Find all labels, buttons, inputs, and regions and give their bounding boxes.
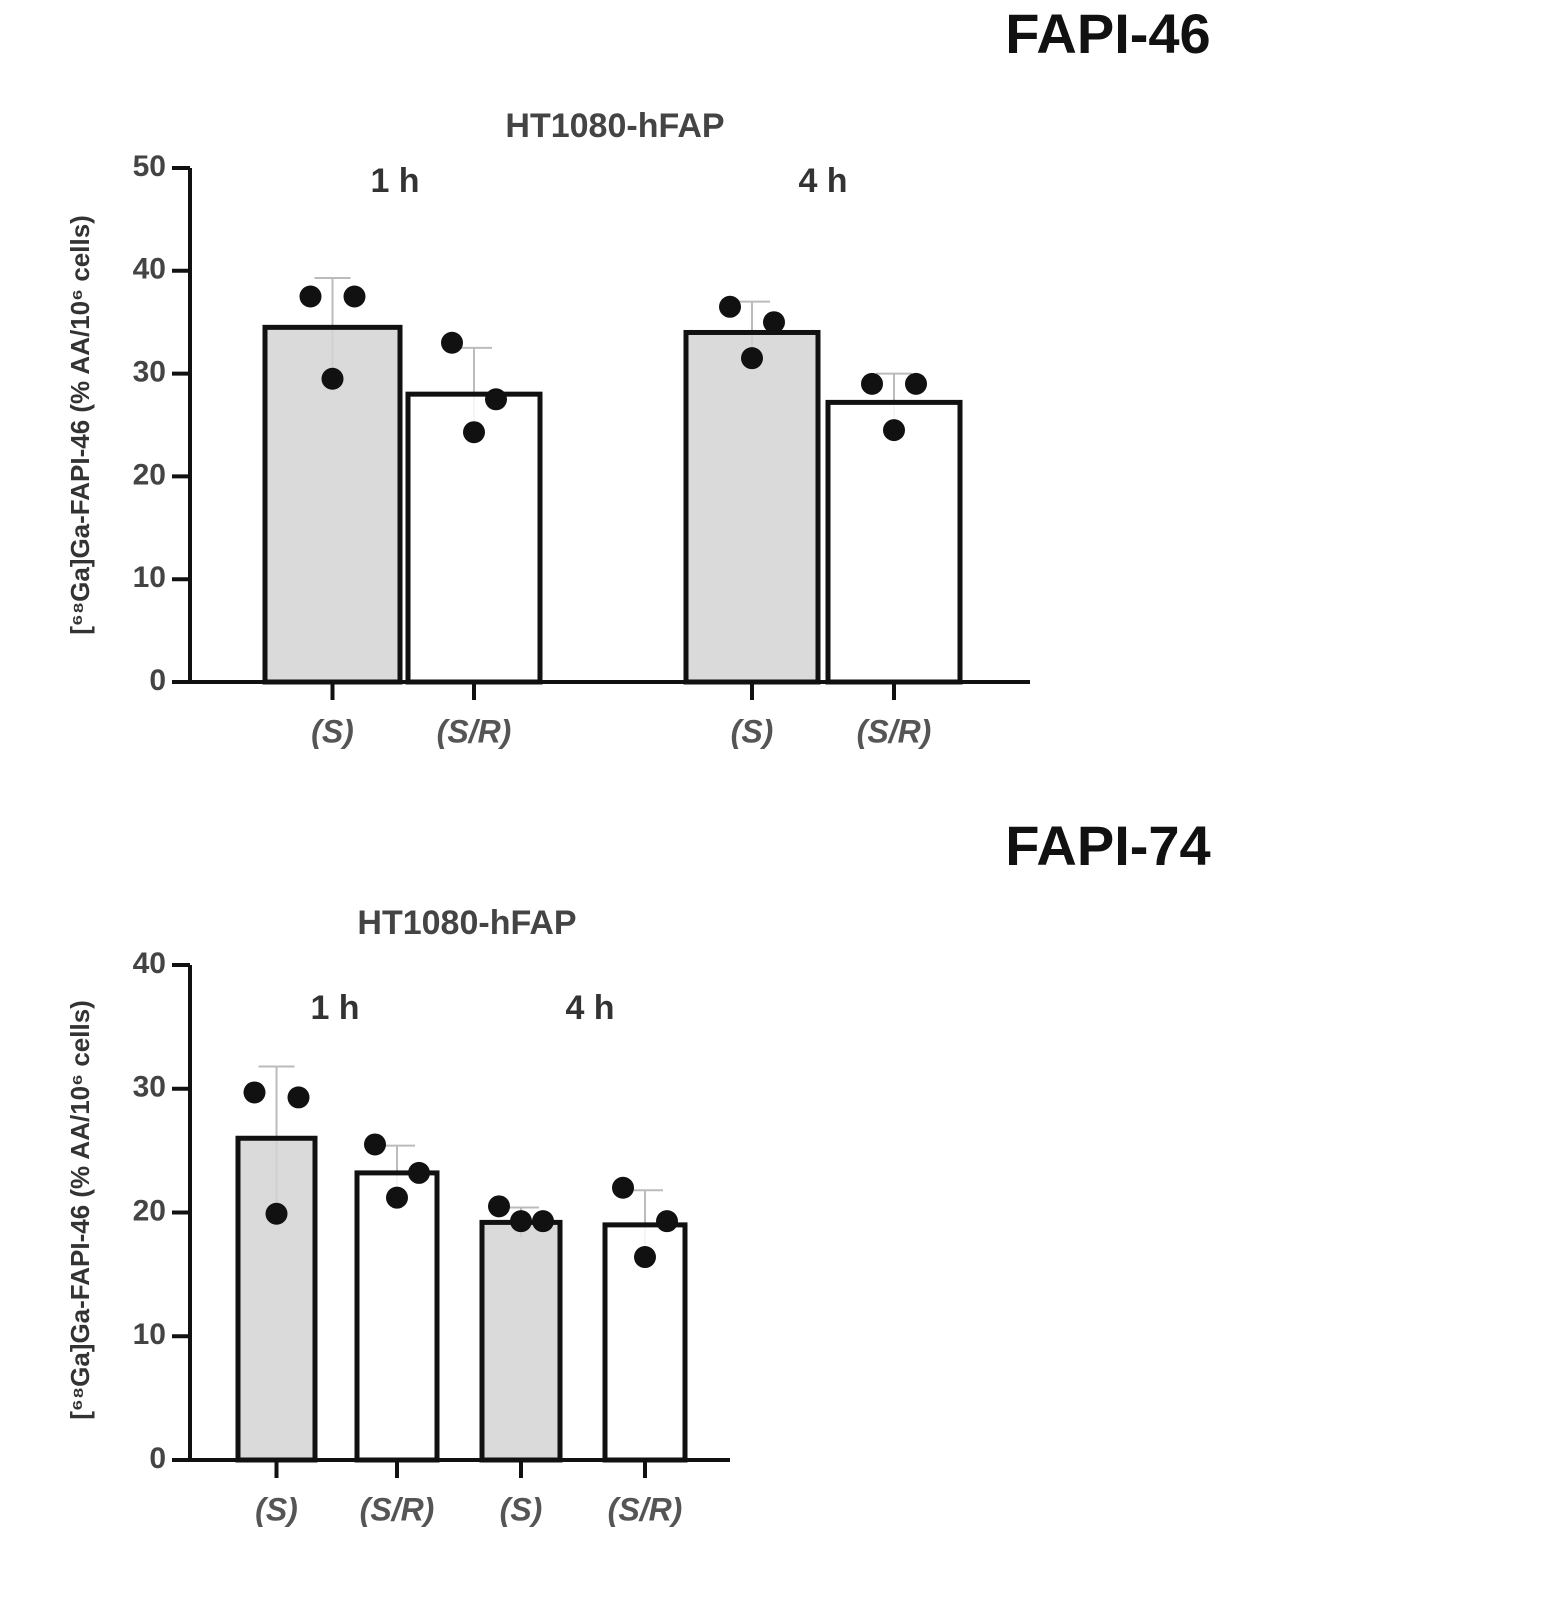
y-tick-label: 0 bbox=[149, 664, 166, 697]
data-point bbox=[741, 347, 763, 370]
bar bbox=[479, 1219, 563, 1463]
data-point bbox=[488, 1195, 510, 1218]
y-tick-label: 10 bbox=[133, 1318, 166, 1351]
bar bbox=[235, 1135, 318, 1463]
x-tick-label: (S/R) bbox=[360, 1491, 435, 1527]
data-point bbox=[510, 1210, 532, 1233]
group-label: 4 h bbox=[565, 989, 614, 1027]
data-point bbox=[364, 1133, 386, 1156]
x-tick-label: (S/R) bbox=[437, 713, 512, 749]
data-point bbox=[485, 388, 507, 411]
y-tick-label: 20 bbox=[133, 1194, 166, 1227]
data-point bbox=[463, 421, 485, 444]
data-point bbox=[287, 1086, 310, 1109]
data-point bbox=[386, 1186, 408, 1209]
x-tick-label: (S) bbox=[255, 1491, 298, 1527]
y-tick-label: 50 bbox=[133, 150, 166, 183]
y-tick-label: 10 bbox=[133, 561, 166, 594]
x-tick-label: (S) bbox=[311, 713, 354, 749]
data-point bbox=[905, 372, 927, 395]
x-tick-label: (S/R) bbox=[857, 713, 932, 749]
y-tick-label: 40 bbox=[133, 253, 166, 286]
data-point bbox=[612, 1176, 634, 1199]
y-axis-label: [⁶⁸Ga]Ga-FAPI-46 (% AA/10⁶ cells) bbox=[65, 1000, 95, 1420]
x-tick-label: (S) bbox=[500, 1491, 543, 1527]
y-tick-label: 20 bbox=[133, 458, 166, 491]
group-label: 1 h bbox=[310, 989, 359, 1027]
data-point bbox=[532, 1210, 554, 1233]
group-label: 1 h bbox=[370, 162, 419, 200]
data-point bbox=[634, 1246, 656, 1269]
data-point bbox=[861, 372, 883, 395]
data-point bbox=[719, 295, 741, 318]
data-point bbox=[883, 419, 905, 442]
y-tick-label: 40 bbox=[133, 947, 166, 980]
chart-title: FAPI-46 bbox=[1005, 2, 1210, 65]
data-point bbox=[408, 1161, 430, 1184]
y-tick-label: 30 bbox=[133, 356, 166, 389]
chart-subtitle: HT1080-hFAP bbox=[505, 107, 724, 145]
data-point bbox=[763, 311, 785, 334]
y-axis-label: [⁶⁸Ga]Ga-FAPI-46 (% AA/10⁶ cells) bbox=[65, 215, 95, 635]
bar bbox=[825, 399, 963, 685]
data-point bbox=[243, 1081, 266, 1104]
x-tick-label: (S/R) bbox=[608, 1491, 683, 1527]
data-point bbox=[321, 367, 344, 390]
chart-title: FAPI-74 bbox=[1005, 814, 1210, 877]
data-point bbox=[299, 285, 322, 308]
bar bbox=[683, 329, 821, 685]
bar bbox=[354, 1170, 440, 1463]
data-point bbox=[441, 331, 463, 354]
data-point bbox=[343, 285, 366, 308]
group-label: 4 h bbox=[798, 162, 847, 200]
y-tick-label: 30 bbox=[133, 1071, 166, 1104]
x-tick-label: (S) bbox=[731, 713, 774, 749]
chart-subtitle: HT1080-hFAP bbox=[357, 904, 576, 942]
y-tick-label: 0 bbox=[149, 1442, 166, 1475]
data-point bbox=[656, 1210, 678, 1233]
data-point bbox=[265, 1202, 288, 1225]
